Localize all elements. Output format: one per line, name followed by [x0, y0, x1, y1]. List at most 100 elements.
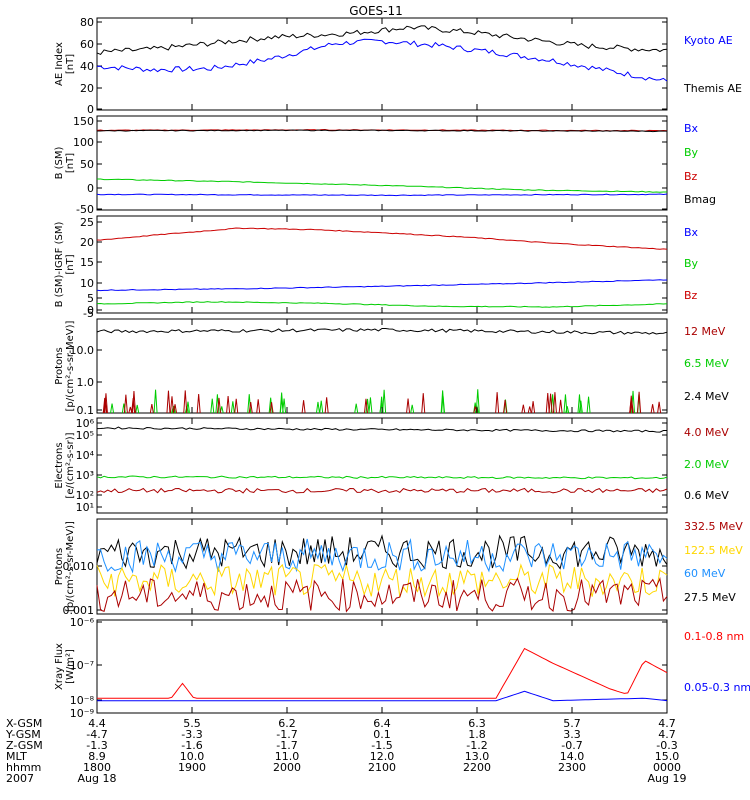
- ephemeris-value: 0000: [653, 761, 681, 774]
- series-spike: [565, 406, 570, 414]
- series-spike: [301, 400, 306, 414]
- panel-b_minus_igrf: 25 20 15 10 50-5 B (SM)-IGRF (SM) [nT] Bx By Bz: [54, 215, 699, 320]
- legend-entry: 60 MeV: [684, 567, 726, 580]
- y-tick-label: 0.001: [63, 604, 95, 617]
- panel-xray: 10⁻⁶ 10⁻⁷ 10⁻⁸10⁻⁹ Xray Flux [W/m²] 0.1-0.8 n…: [54, 616, 750, 720]
- panel-protons_high: 10.0 1.0 0.1 Protons [p/(cm²-s-sr-MeV)] 12 Me…: [54, 318, 729, 417]
- ephemeris-value: -4.7: [86, 728, 107, 741]
- ephemeris-value: 1900: [178, 761, 206, 774]
- series-spike: [149, 403, 154, 414]
- legend-entry: Themis AE: [683, 82, 742, 95]
- series-spike: [475, 389, 480, 414]
- legend-entry: 2.4 MeV: [684, 390, 729, 403]
- y-tick-label: 15: [80, 256, 94, 269]
- series-spike: [521, 404, 526, 414]
- series-spike: [577, 394, 582, 414]
- series-spike: [135, 404, 140, 414]
- legend-entry: 4.0 MeV: [684, 426, 729, 439]
- series-spike: [406, 398, 411, 414]
- legend-entry: 122.5 MeV: [684, 544, 743, 557]
- y-axis-label: [p/(cm²-s-sr-MeV)]: [65, 320, 76, 411]
- series-spike: [324, 397, 329, 414]
- ephemeris-value: 15.0: [655, 750, 680, 763]
- series-line: [96, 38, 668, 82]
- y-axis-label: AE Index: [54, 42, 65, 86]
- ephemeris-value: -0.7: [561, 739, 582, 752]
- series-spike: [256, 399, 261, 414]
- y-axis-label: [e/(cm²-s-sr)]: [65, 432, 76, 498]
- legend-entry: 12 MeV: [684, 325, 726, 338]
- y-tick-label: 150: [73, 115, 94, 128]
- y-tick-label: 80: [80, 16, 94, 29]
- y-tick-label: 0: [87, 304, 94, 317]
- series-spike: [368, 397, 373, 414]
- ephemeris-value: 8.9: [88, 750, 106, 763]
- series-line: [96, 475, 668, 480]
- legend-entry: 0.6 MeV: [684, 489, 729, 502]
- legend-entry: 27.5 MeV: [684, 591, 736, 604]
- legend-entry: By: [684, 146, 699, 159]
- ephemeris-value: 12.0: [370, 750, 395, 763]
- ephemeris-row-label: MLT: [6, 750, 27, 763]
- series-spike: [657, 401, 662, 414]
- series-spike: [248, 402, 253, 414]
- series-spike: [545, 393, 550, 414]
- legend-entry: 0.05-0.3 nm: [684, 681, 750, 694]
- series-spike: [503, 399, 508, 414]
- legend-entry: Bz: [684, 170, 698, 183]
- series-spike: [382, 389, 387, 414]
- series-spike: [354, 403, 359, 414]
- legend-entry: 0.1-0.8 nm: [684, 630, 744, 643]
- series-line: [96, 25, 668, 56]
- series-spike: [217, 397, 222, 414]
- y-tick-label: 10³: [76, 469, 94, 482]
- y-tick-label: 40: [80, 60, 94, 73]
- ephemeris-value: -1.6: [181, 739, 202, 752]
- series-spike: [650, 404, 655, 414]
- series-spike: [110, 403, 115, 414]
- series-spike: [563, 394, 568, 414]
- ephemeris-value: -1.7: [276, 728, 297, 741]
- ephemeris-value: 6.4: [373, 717, 391, 730]
- series-spike: [196, 394, 201, 414]
- panel-frame: [96, 417, 668, 514]
- ephemeris-row-label: Z-GSM: [6, 739, 43, 752]
- legend-entry: 6.5 MeV: [684, 357, 729, 370]
- y-tick-label: 25: [80, 216, 94, 229]
- panel-frame: [96, 215, 668, 314]
- y-axis-label: Xray Flux: [54, 643, 65, 690]
- y-tick-label: 10⁻⁹: [70, 707, 94, 720]
- ephemeris-table: X-GSM 4.4 5.5 6.2 6.4 6.3 5.7 4.7Y-GSM -4.7 -3.3-…: [5, 717, 686, 785]
- legend-entry: By: [684, 257, 699, 270]
- panel-protons_low: 0.010 0.001 Protons [p/(cm²-s-sr-MeV)] 332.5…: [54, 518, 743, 617]
- series-line: [97, 690, 668, 702]
- y-axis-label: [nT]: [65, 254, 76, 274]
- ephemeris-value: Aug 18: [78, 772, 117, 785]
- ephemeris-value: 1.8: [468, 728, 486, 741]
- y-tick-label: 20: [80, 82, 94, 95]
- series-spike: [315, 401, 320, 414]
- series-spike: [230, 401, 235, 414]
- series-spike: [586, 396, 591, 414]
- y-tick-label: 60: [80, 38, 94, 51]
- legend-entry: Bmag: [684, 193, 716, 206]
- series-spike: [123, 394, 128, 414]
- panel-frame: [96, 619, 668, 714]
- series-spike: [421, 393, 426, 414]
- series-line: [96, 193, 668, 197]
- ephemeris-value: 0.1: [373, 728, 391, 741]
- series-line: [96, 301, 668, 308]
- series-spike: [495, 392, 500, 414]
- series-line: [96, 487, 668, 494]
- ephemeris-value: 1800: [83, 761, 111, 774]
- legend-entry: Bz: [684, 289, 698, 302]
- panel-frame: [96, 17, 668, 111]
- ephemeris-value: 6.2: [278, 717, 296, 730]
- ephemeris-value: 3.3: [563, 728, 581, 741]
- series-spike: [319, 400, 324, 414]
- legend-entry: Bx: [684, 122, 699, 135]
- y-axis-label: Protons: [54, 347, 65, 384]
- y-tick-label: 10⁴: [76, 449, 95, 462]
